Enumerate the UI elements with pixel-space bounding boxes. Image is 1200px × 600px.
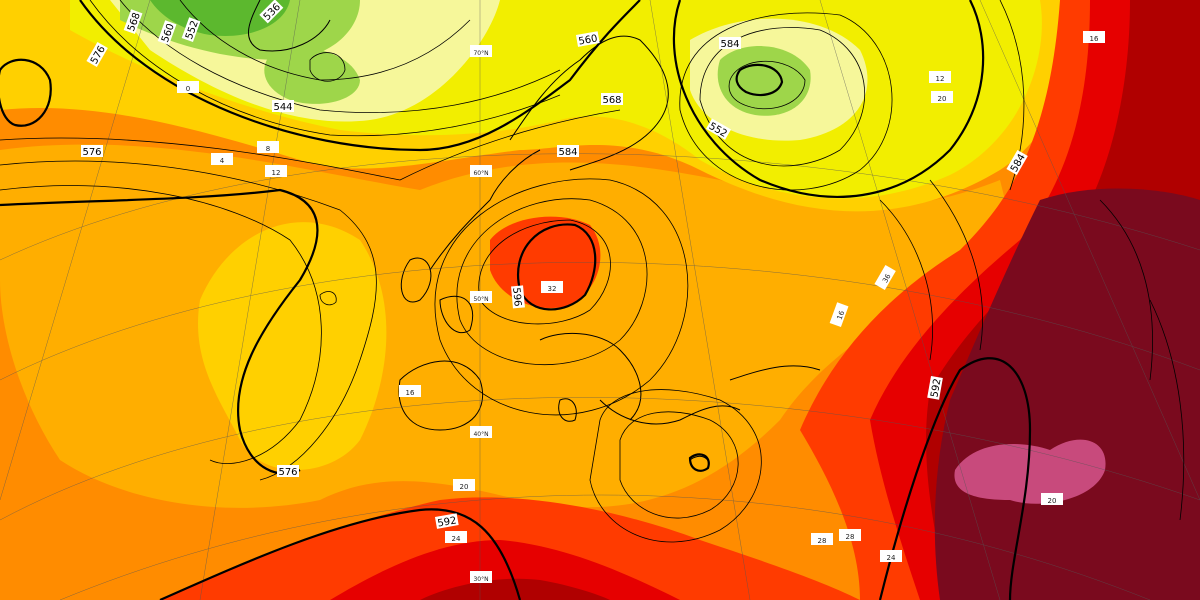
contour-label-text: 592 <box>929 378 943 399</box>
contour-label: 592 <box>927 375 944 400</box>
contour-label: 584 <box>557 145 579 158</box>
temperature-label: 0 <box>177 81 199 93</box>
thick-contours <box>0 0 1032 600</box>
temperature-label-text: 24 <box>452 535 461 543</box>
contour-label-text: 584 <box>720 39 739 50</box>
contour-label-text: 544 <box>273 102 292 113</box>
latitude-label-text: 30°N <box>473 576 488 583</box>
latitude-label-text: 60°N <box>473 170 488 177</box>
temperature-label-text: 20 <box>1048 497 1057 505</box>
gold-atlantic-region <box>198 222 387 470</box>
contour-label: 596 <box>510 285 525 309</box>
green-low-north <box>264 48 360 104</box>
temperature-label-text: 8 <box>266 145 270 153</box>
temperature-label: 12 <box>265 165 287 177</box>
green-low-greenland-dark <box>150 0 290 36</box>
contour-label: 576 <box>277 465 299 478</box>
graticule-labels: 70°N 60°N 50°N 40°N 30°N <box>470 45 492 583</box>
red-dark-south-region <box>330 540 680 600</box>
latitude-label-text: 70°N <box>473 50 488 57</box>
contour-label-text: 576 <box>82 147 101 158</box>
temperature-label-text: 36 <box>881 272 893 284</box>
temperature-label-text: 16 <box>836 309 847 321</box>
latitude-label-text: 40°N <box>473 431 488 438</box>
temperature-labels: 0 4 8 12 16 16 20 24 28 32 36 28 24 20 12 16 20 <box>177 31 1105 562</box>
contour-label-text: 568 <box>602 95 621 106</box>
contour-label-text: 596 <box>510 287 523 307</box>
temperature-label: 32 <box>541 281 563 293</box>
temperature-label: 28 <box>839 529 861 541</box>
contour-label: 576 <box>81 145 103 158</box>
maroon-south-region <box>420 578 610 600</box>
temperature-label-text: 32 <box>548 285 557 293</box>
temperature-label-text: 24 <box>887 554 896 562</box>
temperature-label-text: 12 <box>272 169 281 177</box>
latitude-label: 30°N <box>470 571 492 583</box>
latitude-label-text: 50°N <box>473 296 488 303</box>
temperature-label-text: 4 <box>220 157 225 165</box>
temperature-label: 20 <box>931 91 953 103</box>
red-high-northsea <box>490 216 601 309</box>
temperature-label: 16 <box>1083 31 1105 43</box>
latitude-label: 50°N <box>470 291 492 303</box>
latitude-label: 70°N <box>470 45 492 57</box>
temperature-label: 36 <box>874 264 896 291</box>
temperature-label-text: 28 <box>818 537 827 545</box>
temperature-label: 28 <box>811 533 833 545</box>
temperature-label: 16 <box>829 302 849 328</box>
contour-label-text: 560 <box>578 33 599 47</box>
temperature-label-text: 20 <box>938 95 947 103</box>
temperature-label-text: 28 <box>846 533 855 541</box>
temperature-label: 20 <box>453 479 475 491</box>
contour-label-text: 576 <box>278 467 297 478</box>
latitude-label: 60°N <box>470 165 492 177</box>
contour-label: 584 <box>719 37 741 50</box>
temperature-label: 4 <box>211 153 233 165</box>
temperature-label: 24 <box>880 550 902 562</box>
pink-hot-core <box>954 439 1106 504</box>
temperature-label-text: 0 <box>186 85 190 93</box>
contour-label-text: 584 <box>558 147 577 158</box>
temperature-label-text: 20 <box>460 483 469 491</box>
contour-label: 560 <box>575 31 600 48</box>
green-low-scandinavia <box>717 46 811 116</box>
temperature-label-text: 16 <box>406 389 415 397</box>
contour-label: 592 <box>434 513 459 530</box>
temperature-label: 16 <box>399 385 421 397</box>
temperature-label-text: 16 <box>1090 35 1099 43</box>
contour-label: 544 <box>272 100 294 113</box>
contour-label: 568 <box>601 93 623 106</box>
temperature-label: 24 <box>445 531 467 543</box>
temperature-label-text: 12 <box>936 75 945 83</box>
temperature-label: 12 <box>929 71 951 83</box>
temperature-label: 8 <box>257 141 279 153</box>
contour-label-text: 592 <box>437 515 458 529</box>
temperature-label: 20 <box>1041 493 1063 505</box>
latitude-label: 40°N <box>470 426 492 438</box>
